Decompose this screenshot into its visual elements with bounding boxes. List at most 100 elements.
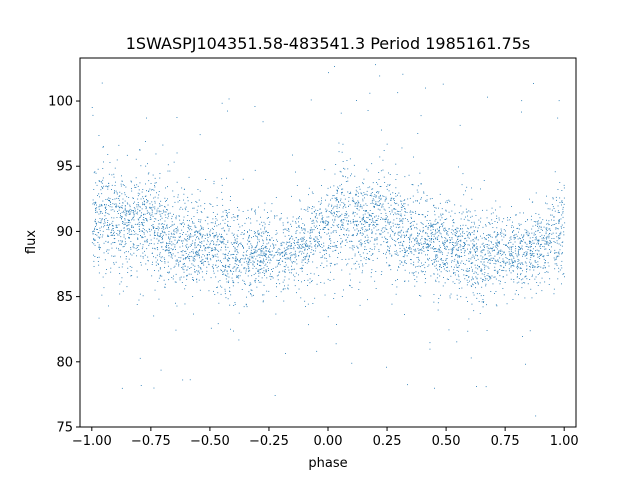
data-point [500, 250, 501, 252]
data-point [523, 212, 524, 214]
data-point [126, 225, 128, 226]
data-point [137, 192, 139, 194]
data-point [221, 178, 223, 180]
data-point [95, 210, 97, 211]
data-point [313, 253, 315, 255]
data-point [183, 263, 185, 265]
data-point [229, 226, 231, 227]
data-point [498, 241, 500, 243]
data-point [99, 230, 101, 232]
data-point [404, 249, 405, 251]
data-point [466, 279, 468, 281]
data-point [522, 236, 524, 238]
data-point [375, 220, 377, 221]
data-point [212, 212, 214, 213]
data-point [372, 260, 374, 261]
data-point [376, 220, 378, 221]
data-point [472, 292, 474, 294]
data-point [279, 254, 281, 256]
data-point [297, 247, 299, 249]
data-point [358, 186, 360, 188]
data-point [372, 203, 374, 204]
data-point [541, 243, 542, 245]
data-point [223, 273, 225, 275]
data-point [176, 181, 178, 183]
data-point [126, 202, 128, 204]
data-point [313, 273, 315, 275]
data-point [479, 266, 480, 267]
data-point [106, 249, 108, 251]
data-point [124, 218, 126, 219]
data-point [393, 240, 395, 241]
data-point [410, 228, 412, 230]
data-point [374, 248, 375, 250]
data-point [362, 265, 364, 267]
data-point [204, 255, 205, 257]
data-point [557, 212, 559, 213]
data-point [298, 280, 299, 281]
data-point [259, 265, 261, 266]
data-point [209, 254, 210, 256]
data-point [404, 269, 406, 271]
data-point [368, 213, 370, 215]
data-point [286, 242, 288, 243]
data-point [267, 261, 268, 263]
data-point [261, 221, 263, 223]
data-point [231, 217, 233, 219]
data-point [444, 245, 446, 247]
data-point [443, 263, 445, 264]
data-point [342, 175, 344, 177]
data-point [189, 236, 191, 238]
data-point [404, 262, 406, 264]
data-point [449, 297, 451, 299]
data-point [260, 265, 262, 267]
data-point [366, 253, 368, 255]
data-point [546, 243, 548, 245]
data-point [343, 167, 344, 169]
data-point [351, 173, 352, 175]
data-point [168, 233, 170, 235]
data-point [549, 233, 551, 234]
data-point [248, 259, 250, 261]
data-point [558, 243, 560, 245]
data-point [483, 302, 484, 303]
data-point [101, 82, 103, 84]
data-point [493, 250, 495, 251]
data-point [371, 192, 373, 193]
data-point [263, 270, 265, 272]
data-point [363, 218, 364, 220]
data-point [473, 310, 475, 312]
data-point [284, 271, 286, 273]
data-point [516, 235, 518, 237]
data-point [135, 158, 137, 160]
data-point [179, 261, 181, 262]
data-point [472, 243, 474, 245]
data-point [169, 240, 171, 242]
data-point [496, 260, 498, 262]
data-point [253, 294, 254, 296]
data-point [382, 169, 384, 171]
data-point [129, 219, 130, 221]
data-point [556, 240, 558, 242]
data-point [282, 288, 284, 290]
data-point [389, 174, 391, 175]
data-point [344, 168, 346, 170]
data-point [491, 242, 492, 244]
data-point [451, 261, 452, 263]
data-point [254, 279, 256, 281]
data-point [387, 219, 389, 221]
data-point [517, 227, 519, 229]
data-point [313, 239, 315, 240]
data-point [343, 289, 344, 291]
data-point [289, 245, 291, 247]
data-point [364, 230, 366, 232]
data-point [201, 271, 203, 273]
data-point [489, 251, 490, 253]
data-point [462, 247, 464, 249]
data-point [177, 241, 178, 243]
data-point [140, 255, 142, 257]
data-point [298, 245, 300, 247]
data-point [103, 223, 105, 225]
data-point [176, 228, 177, 230]
data-point [182, 268, 184, 270]
